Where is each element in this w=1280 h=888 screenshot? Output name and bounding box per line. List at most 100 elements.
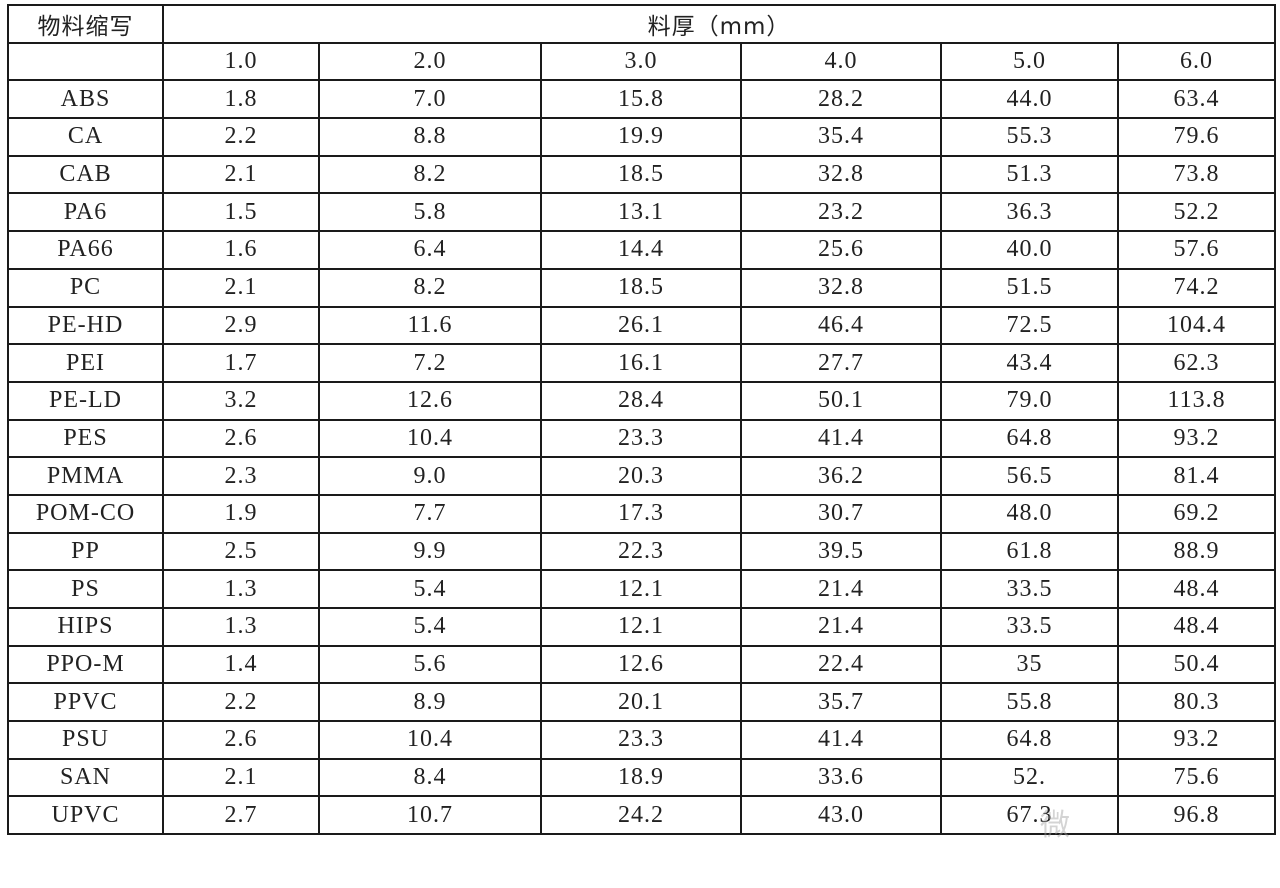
table-row: HIPS 1.3 5.4 12.1 21.4 33.5 48.4 [7,607,1277,647]
value-cell: 2.5 [162,531,320,572]
value-cell: 21.4 [740,607,942,647]
table-row: PE-LD 3.2 12.6 28.4 50.1 79.0 113.8 [7,380,1277,421]
table-row: PC 2.1 8.2 18.5 32.8 51.5 74.2 [7,267,1277,308]
value-cell: 7.2 [318,343,542,383]
value-cell: 74.2 [1116,267,1277,308]
table-row: PS 1.3 5.4 12.1 21.4 33.5 48.4 [7,569,1277,609]
value-cell: 8.8 [318,117,542,157]
value-cell: 22.3 [540,531,742,572]
value-cell: 52. [940,757,1119,798]
value-cell: 41.4 [740,720,942,760]
value-cell: 17.3 [540,493,742,534]
table-row: PPO-M 1.4 5.6 12.6 22.4 35 50.4 [7,644,1277,685]
material-cell: PP [7,531,164,572]
value-cell: 28.4 [540,380,742,421]
value-cell: 48.4 [1116,607,1277,647]
value-cell: 75.6 [1116,757,1277,798]
thickness-value: 3.0 [540,41,742,82]
value-cell: 52.2 [1116,192,1277,233]
value-cell: 96.8 [1116,795,1277,836]
value-cell: 57.6 [1116,230,1277,270]
table-row: PP 2.5 9.9 22.3 39.5 61.8 88.9 [7,531,1277,572]
thickness-header: 料厚（mm） [161,4,1277,44]
value-cell: 7.0 [318,79,542,120]
value-cell: 1.8 [162,79,320,120]
material-cell: PA66 [7,230,164,270]
value-cell: 43.4 [940,343,1119,383]
value-cell: 2.1 [162,154,320,195]
table-row: PSU 2.6 10.4 23.3 41.4 64.8 93.2 [7,720,1277,760]
value-cell: 9.9 [318,531,542,572]
thickness-value: 5.0 [940,41,1119,82]
value-cell: 23.2 [740,192,942,233]
value-cell: 21.4 [740,569,942,609]
material-abbr-header: 物料缩写 [7,4,164,44]
value-cell: 9.0 [318,456,542,496]
value-cell: 44.0 [940,79,1119,120]
material-cell: PE-HD [7,305,164,346]
value-cell: 16.1 [540,343,742,383]
value-cell: 22.4 [740,644,942,685]
value-cell: 2.6 [162,418,320,459]
value-cell: 67.3 [940,795,1119,836]
value-cell: 79.6 [1116,117,1277,157]
value-cell: 24.2 [540,795,742,836]
value-cell: 18.5 [540,154,742,195]
value-cell: 2.7 [162,795,320,836]
table-row: CA 2.2 8.8 19.9 35.4 55.3 79.6 [7,117,1277,157]
value-cell: 8.9 [318,682,542,723]
table-row: PE-HD 2.9 11.6 26.1 46.4 72.5 104.4 [7,305,1277,346]
value-cell: 36.2 [740,456,942,496]
value-cell: 28.2 [740,79,942,120]
value-cell: 88.9 [1116,531,1277,572]
thickness-value: 1.0 [162,41,320,82]
value-cell: 2.1 [162,267,320,308]
empty-cell [7,41,164,82]
value-cell: 2.6 [162,720,320,760]
value-cell: 69.2 [1116,493,1277,534]
value-cell: 72.5 [940,305,1119,346]
value-cell: 12.1 [540,569,742,609]
value-cell: 10.4 [318,418,542,459]
table-row: PA6 1.5 5.8 13.1 23.2 36.3 52.2 [7,192,1277,233]
value-cell: 93.2 [1116,418,1277,459]
value-cell: 25.6 [740,230,942,270]
material-cell: PPVC [7,682,164,723]
material-cell: PSU [7,720,164,760]
value-cell: 81.4 [1116,456,1277,496]
material-cell: ABS [7,79,164,120]
value-cell: 1.3 [162,569,320,609]
value-cell: 93.2 [1116,720,1277,760]
material-cell: CAB [7,154,164,195]
value-cell: 73.8 [1116,154,1277,195]
value-cell: 46.4 [740,305,942,346]
material-cell: UPVC [7,795,164,836]
table-row: ABS 1.8 7.0 15.8 28.2 44.0 63.4 [7,79,1277,120]
value-cell: 2.1 [162,757,320,798]
value-cell: 35.7 [740,682,942,723]
value-cell: 33.5 [940,607,1119,647]
value-cell: 36.3 [940,192,1119,233]
value-cell: 32.8 [740,154,942,195]
value-cell: 5.4 [318,607,542,647]
table-row: PES 2.6 10.4 23.3 41.4 64.8 93.2 [7,418,1277,459]
value-cell: 113.8 [1116,380,1277,421]
value-cell: 19.9 [540,117,742,157]
header-row: 物料缩写 料厚（mm） [7,4,1277,44]
material-cell: SAN [7,757,164,798]
value-cell: 1.6 [162,230,320,270]
value-cell: 12.6 [540,644,742,685]
value-cell: 14.4 [540,230,742,270]
value-cell: 32.8 [740,267,942,308]
material-cell: PE-LD [7,380,164,421]
material-cell: PA6 [7,192,164,233]
thickness-value: 4.0 [740,41,942,82]
value-cell: 1.5 [162,192,320,233]
value-cell: 50.4 [1116,644,1277,685]
value-cell: 2.2 [162,117,320,157]
value-cell: 23.3 [540,418,742,459]
material-cell: PMMA [7,456,164,496]
value-cell: 8.2 [318,154,542,195]
value-cell: 5.4 [318,569,542,609]
value-cell: 48.0 [940,493,1119,534]
